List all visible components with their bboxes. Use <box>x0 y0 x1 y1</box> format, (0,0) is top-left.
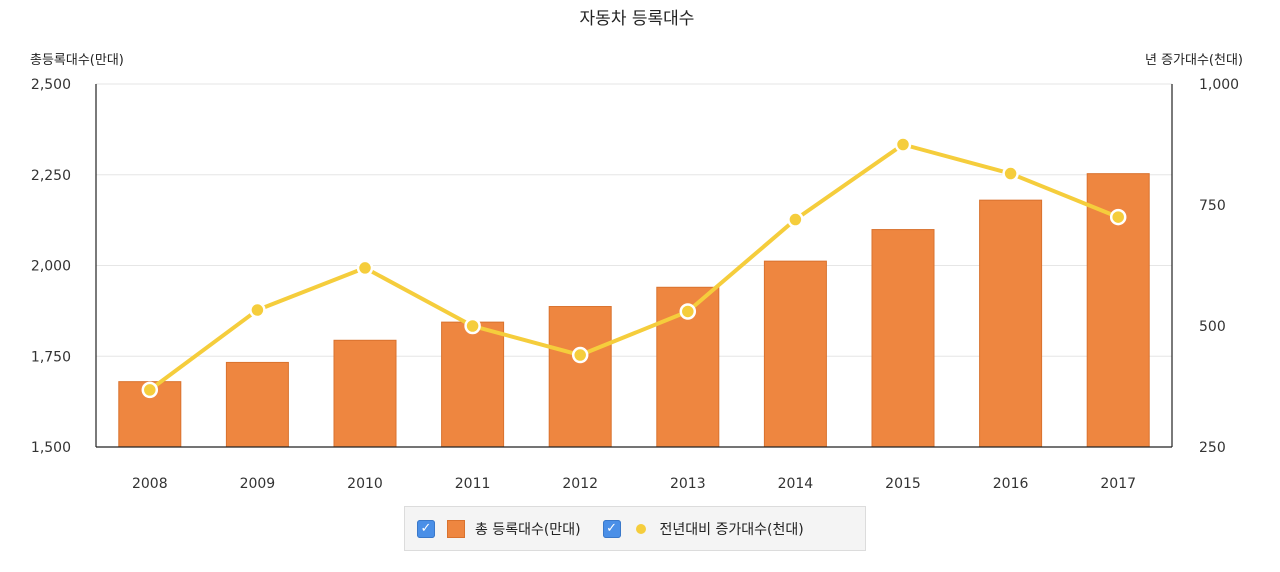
chart-title: 자동차 등록대수 <box>580 9 695 29</box>
x-tick-label: 2010 <box>347 476 383 492</box>
left-tick-label: 1,500 <box>31 440 71 456</box>
right-tick-label: 750 <box>1199 198 1226 214</box>
line-dot-swatch-icon <box>635 523 646 534</box>
x-tick-label: 2015 <box>885 476 921 492</box>
x-tick-label: 2013 <box>670 476 706 492</box>
right-axis-label: 년 증가대수(천대) <box>1145 53 1243 68</box>
right-tick-label: 250 <box>1199 440 1226 456</box>
bar <box>441 321 505 448</box>
line-point <box>1109 208 1127 226</box>
legend-label-total: 총 등록대수(만대) <box>475 521 581 538</box>
legend-label-increase: 전년대비 증가대수(천대) <box>659 521 804 538</box>
bar <box>979 199 1043 448</box>
bar <box>871 229 935 448</box>
legend: ✓ 총 등록대수(만대) ✓ 전년대비 증가대수(천대) <box>404 506 866 551</box>
right-tick-label: 500 <box>1199 319 1226 335</box>
series-line <box>148 142 1119 392</box>
checkbox-checked-icon[interactable]: ✓ <box>602 519 621 538</box>
line-point <box>141 381 159 399</box>
left-tick-label: 2,500 <box>31 77 71 93</box>
left-tick-label: 1,750 <box>31 349 71 365</box>
right-tick-label: 1,000 <box>1199 77 1239 93</box>
line-point <box>571 346 589 364</box>
tick-layer: 1,500 1,750 2,000 2,250 2,500 250 500 750 1,000 2… <box>31 77 1239 492</box>
x-tick-label: 2009 <box>240 476 276 492</box>
bar <box>225 361 289 448</box>
x-tick-label: 2016 <box>993 476 1029 492</box>
x-tick-label: 2011 <box>455 476 491 492</box>
bar-layer <box>118 173 1150 448</box>
line-point <box>464 317 481 335</box>
legend-item-increase[interactable]: ✓ 전년대비 증가대수(천대) <box>602 519 804 539</box>
bar-swatch-icon <box>447 519 465 538</box>
bar <box>333 339 397 448</box>
line-layer <box>141 136 1127 399</box>
x-tick-label: 2008 <box>132 476 168 492</box>
line-point <box>894 136 912 153</box>
x-tick-label: 2017 <box>1100 476 1136 492</box>
axis-layer <box>95 84 1173 448</box>
line-point <box>249 301 266 319</box>
x-tick-label: 2012 <box>562 476 598 492</box>
legend-item-total[interactable]: ✓ 총 등록대수(만대) <box>417 519 581 539</box>
left-tick-label: 2,000 <box>31 259 71 275</box>
bar <box>548 306 612 448</box>
left-tick-label: 2,250 <box>31 168 71 184</box>
line-point <box>356 259 374 277</box>
x-tick-label: 2014 <box>778 476 814 492</box>
bar <box>763 260 827 448</box>
line-point <box>787 211 804 228</box>
line-point <box>1002 165 1019 182</box>
checkbox-checked-icon[interactable]: ✓ <box>417 519 435 538</box>
left-axis-label: 총등록대수(만대) <box>30 53 124 68</box>
line-point <box>679 303 697 320</box>
chart-svg: 자동차 등록대수 총등록대수(만대) 년 증가대수(천대) 1,500 1,750… <box>30 9 1243 492</box>
